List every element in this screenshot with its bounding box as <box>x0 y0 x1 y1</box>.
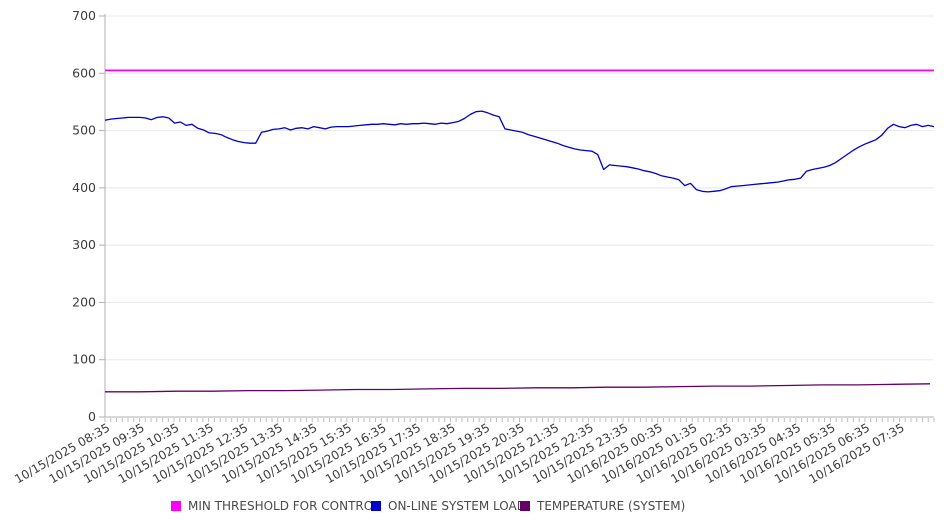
axes <box>99 14 934 418</box>
series-lines <box>104 69 935 393</box>
x-axis-minor-ticks <box>104 418 935 422</box>
y-axis-label: 400 <box>72 180 96 195</box>
legend-item-temperature: TEMPERATURE (SYSTEM) <box>520 498 685 514</box>
legend-label: MIN THRESHOLD FOR CONTROL <box>188 499 380 513</box>
y-axis-label: 200 <box>72 294 96 309</box>
y-axis-label: 0 <box>88 409 96 424</box>
y-axis-label: 700 <box>72 8 96 23</box>
min-threshold-swatch-icon <box>171 501 181 511</box>
legend-label: ON-LINE SYSTEM LOAD <box>388 499 526 513</box>
series-line-on-line-system-load <box>104 110 935 193</box>
y-axis-label: 600 <box>72 65 96 80</box>
legend-item-online-system-load: ON-LINE SYSTEM LOAD <box>371 498 526 514</box>
y-axis-tick-labels: 0 100 200 300 400 500 600 700 <box>72 8 96 424</box>
gridlines <box>105 15 934 361</box>
chart-legend: MIN THRESHOLD FOR CONTROL ON-LINE SYSTEM… <box>0 498 946 518</box>
y-axis-label: 500 <box>72 123 96 138</box>
series-line-temperature-system- <box>105 383 931 393</box>
legend-label: TEMPERATURE (SYSTEM) <box>537 499 686 513</box>
y-axis-label: 100 <box>72 352 96 367</box>
temperature-swatch-icon <box>520 501 530 511</box>
y-axis-label: 300 <box>72 237 96 252</box>
online-system-load-swatch-icon <box>371 501 381 511</box>
chart-plot-area: 0 100 200 300 400 500 600 700 10/15/2025 08:351… <box>12 8 935 486</box>
legend-item-min-threshold: MIN THRESHOLD FOR CONTROL <box>171 498 380 514</box>
